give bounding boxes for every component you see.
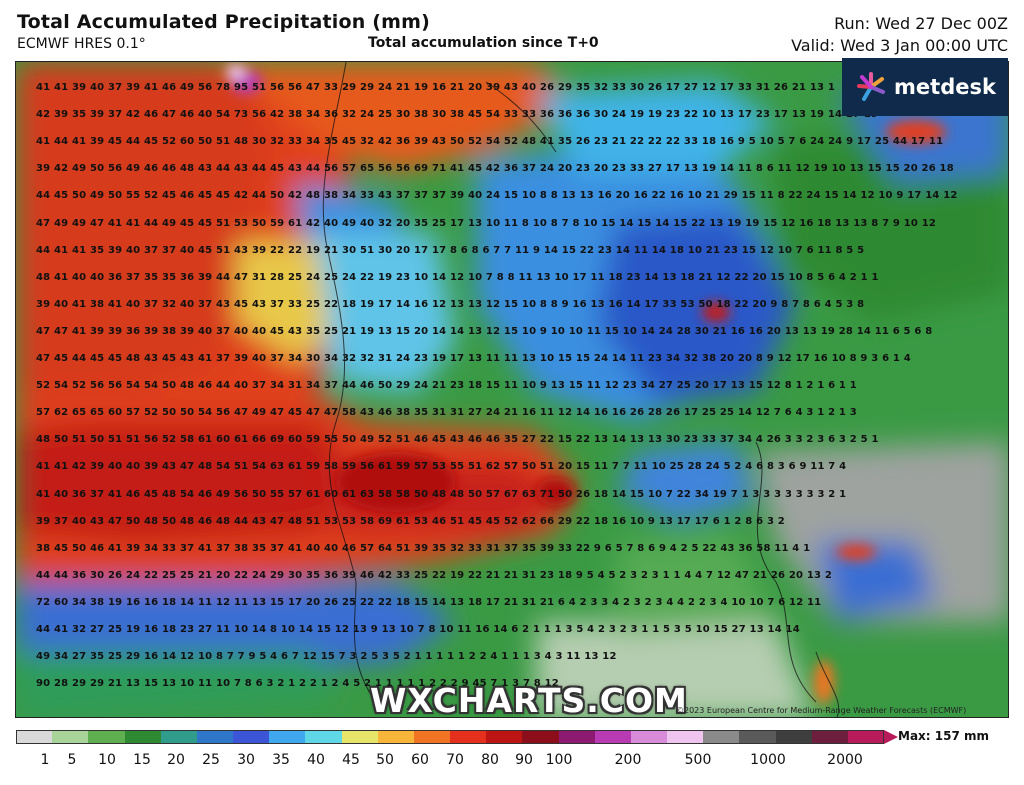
- colorbar-segment: [196, 730, 234, 744]
- value-row: 44 44 36 30 26 24 22 25 25 21 20 22 24 2…: [36, 569, 832, 581]
- value-row: 38 45 50 46 41 39 34 33 37 41 37 38 35 3…: [36, 542, 811, 554]
- colorbar-tick-label: 1000: [750, 752, 786, 768]
- valid-label: Valid: Wed 3 Jan 00:00 UTC: [791, 36, 1008, 55]
- metdesk-logo-icon: [857, 72, 886, 101]
- colorbar-segment: [124, 730, 162, 744]
- colorbar-segment: [160, 730, 198, 744]
- value-row: 44 45 50 49 50 55 52 45 46 45 45 42 44 5…: [36, 190, 958, 202]
- value-row: 39 40 41 38 41 40 37 32 40 37 43 45 43 3…: [36, 298, 865, 310]
- colorbar-tick-label: 100: [545, 752, 573, 768]
- colorbar-tick-label: 60: [411, 752, 429, 768]
- value-row: 90 28 29 29 21 13 15 13 10 11 10 7 8 6 3…: [36, 678, 559, 690]
- colorbar-segment: [16, 730, 53, 744]
- colorbar-tick-label: 500: [684, 752, 712, 768]
- value-row: 57 62 65 65 60 57 52 50 50 54 56 47 49 4…: [36, 407, 857, 419]
- colorbar-segment: [847, 730, 885, 744]
- colorbar-segment: [52, 730, 89, 744]
- value-row: 49 34 27 35 25 29 16 14 12 10 8 7 7 9 5 …: [36, 651, 617, 663]
- colorbar-segment: [233, 730, 270, 744]
- chart-title: Total Accumulated Precipitation (mm): [17, 11, 431, 33]
- watermark: WXCHARTS.COM: [370, 681, 688, 720]
- colorbar-segment: [594, 730, 632, 744]
- logo-text: metdesk: [894, 75, 996, 99]
- colorbar-segment: [703, 730, 740, 744]
- precipitation-map: 41 41 39 40 37 39 41 46 49 56 78 95 51 5…: [15, 61, 1009, 718]
- value-row: 72 60 34 38 19 16 16 18 14 11 12 11 13 1…: [36, 596, 822, 608]
- value-row: 47 45 44 45 45 48 43 45 43 41 37 39 40 3…: [36, 353, 911, 364]
- colorbar-segment: [775, 730, 813, 744]
- colorbar-segment: [269, 730, 306, 744]
- colorbar-tick-label: 40: [307, 752, 325, 768]
- copyright-note: ©2023 European Centre for Medium-Range W…: [676, 706, 967, 715]
- colorbar-segment: [667, 730, 704, 744]
- colorbar: [16, 730, 885, 744]
- colorbar-tick-label: 15: [133, 752, 151, 768]
- chart-subtitle: Total accumulation since T+0: [368, 35, 599, 51]
- colorbar-segment: [377, 730, 415, 744]
- colorbar-tick-label: 80: [481, 752, 499, 768]
- value-row: 39 42 49 50 56 49 46 46 48 43 44 43 44 4…: [36, 163, 954, 175]
- colorbar-segment: [486, 730, 523, 744]
- chart-header: Total Accumulated Precipitation (mm) ECM…: [0, 0, 1024, 60]
- colorbar-segment: [558, 730, 596, 744]
- value-row: 52 54 52 56 56 54 54 50 48 46 44 40 37 3…: [36, 380, 857, 392]
- colorbar-tick-label: 1: [40, 752, 50, 768]
- colorbar-segment: [88, 730, 125, 744]
- colorbar-tick-label: 30: [237, 752, 255, 768]
- colorbar-segment: [630, 730, 668, 744]
- colorbar-segment: [305, 730, 342, 744]
- colorbar-tick-label: 2000: [827, 752, 863, 768]
- value-row: 48 50 51 50 51 51 56 52 58 61 60 61 66 6…: [36, 434, 879, 446]
- value-row: 41 40 36 37 41 46 45 48 54 46 49 56 50 5…: [36, 488, 847, 500]
- precipitation-field: [16, 62, 1008, 717]
- value-row: 41 41 39 40 37 39 41 46 49 56 78 95 51 5…: [36, 82, 836, 93]
- colorbar-tick-label: 70: [446, 752, 464, 768]
- colorbar-segment: [811, 730, 849, 744]
- colorbar-segment: [413, 730, 451, 744]
- colorbar-tick-label: 20: [167, 752, 185, 768]
- colorbar-segment: [341, 730, 379, 744]
- colorbar-segment: [739, 730, 776, 744]
- value-row: 47 47 41 39 39 36 39 38 39 40 37 40 40 4…: [36, 325, 933, 337]
- value-row: 47 49 49 47 41 41 44 49 45 45 51 53 50 5…: [36, 217, 937, 229]
- colorbar-max-arrow: [884, 730, 898, 744]
- colorbar-tick-label: 200: [614, 752, 642, 768]
- colorbar-tick-label: 35: [272, 752, 290, 768]
- colorbar-segment: [522, 730, 559, 744]
- value-row: 41 41 42 39 40 40 39 43 47 48 54 51 54 6…: [36, 461, 847, 473]
- colorbar-tick-label: 45: [342, 752, 360, 768]
- value-grid: 41 41 39 40 37 39 41 46 49 56 78 95 51 5…: [16, 62, 1008, 717]
- value-row: 42 39 35 39 37 42 46 47 46 40 54 73 56 4…: [36, 109, 879, 121]
- model-label: ECMWF HRES 0.1°: [17, 36, 146, 52]
- colorbar-tick-label: 10: [98, 752, 116, 768]
- value-row: 44 41 32 27 25 19 16 18 23 27 11 10 14 8…: [36, 624, 800, 635]
- colorbar-tick-label: 5: [67, 752, 77, 768]
- value-row: 44 41 41 35 39 40 37 37 40 45 51 43 39 2…: [36, 244, 865, 256]
- max-label: Max: 157 mm: [898, 729, 989, 743]
- value-row: 48 41 40 40 36 37 35 35 36 39 44 47 31 2…: [36, 271, 879, 283]
- run-label: Run: Wed 27 Dec 00Z: [834, 14, 1008, 33]
- metdesk-logo: metdesk: [842, 58, 1008, 116]
- colorbar-ticks: 1 5 10 15 20 25 30 35 40 45 50 60 70 80 90 100 200 500 100…: [0, 752, 1024, 772]
- value-row: 39 37 40 43 47 50 48 50 48 46 48 44 43 4…: [36, 515, 785, 527]
- colorbar-segment: [450, 730, 487, 744]
- value-row: 41 44 41 39 45 44 45 52 60 50 51 48 30 3…: [36, 136, 944, 148]
- colorbar-tick-label: 90: [515, 752, 533, 768]
- colorbar-frame: [16, 730, 884, 744]
- colorbar-tick-label: 50: [376, 752, 394, 768]
- colorbar-tick-label: 25: [202, 752, 220, 768]
